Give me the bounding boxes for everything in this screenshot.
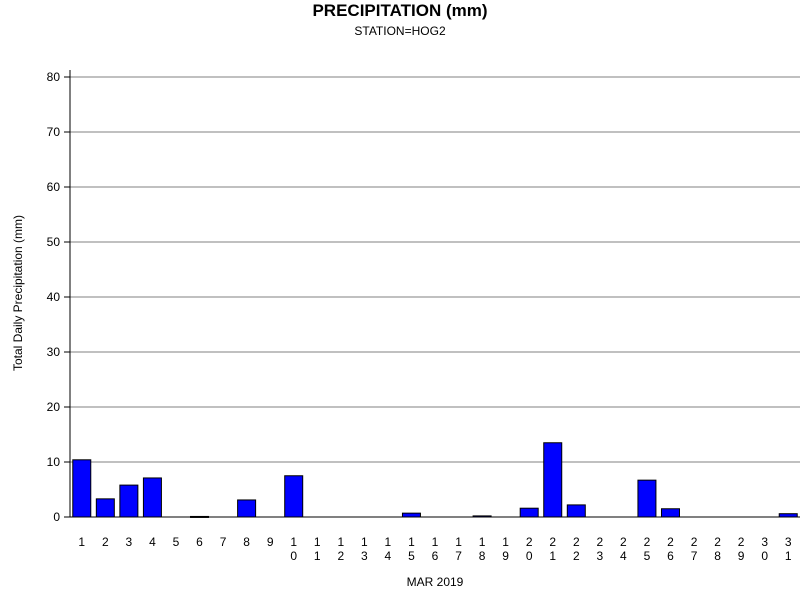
x-tick-label: 4 <box>149 535 156 549</box>
x-tick-label: 3 <box>126 535 133 549</box>
x-tick-label: 2 <box>102 535 109 549</box>
bar-day-6 <box>190 515 210 518</box>
bar-day-3 <box>119 484 139 518</box>
chart-subtitle: STATION=HOG2 <box>354 24 446 38</box>
x-axis-label: MAR 2019 <box>407 575 464 589</box>
bar-day-26 <box>660 508 680 518</box>
bar-day-20 <box>519 507 539 518</box>
bar-day-8 <box>237 499 257 518</box>
x-tick-label: 8 <box>243 535 250 549</box>
x-tick-label: 1 <box>78 535 85 549</box>
y-tick-label: 10 <box>47 455 61 469</box>
bar-day-21 <box>543 442 563 518</box>
bar-day-25 <box>637 479 657 518</box>
y-tick-label: 50 <box>47 235 61 249</box>
y-tick-label: 80 <box>47 70 61 84</box>
y-tick-label: 20 <box>47 400 61 414</box>
x-tick-label: 5 <box>173 535 180 549</box>
bar-day-1 <box>72 459 92 518</box>
y-tick-label: 60 <box>47 180 61 194</box>
y-tick-label: 30 <box>47 345 61 359</box>
x-tick-label: 7 <box>220 535 227 549</box>
x-tick-label: 9 <box>267 535 274 549</box>
y-tick-label: 0 <box>53 510 60 524</box>
x-tick-label: 6 <box>196 535 203 549</box>
y-tick-label: 40 <box>47 290 61 304</box>
y-tick-label: 70 <box>47 125 61 139</box>
y-axis-label: Total Daily Precipitation (mm) <box>11 215 25 371</box>
bar-day-18 <box>472 515 492 518</box>
bar-day-10 <box>284 475 304 518</box>
bar-day-22 <box>566 504 586 518</box>
bar-day-15 <box>401 512 421 518</box>
bar-day-4 <box>142 477 162 518</box>
bar-day-2 <box>95 498 115 518</box>
bar-day-31 <box>778 513 798 518</box>
chart-title: PRECIPITATION (mm) <box>312 1 488 20</box>
